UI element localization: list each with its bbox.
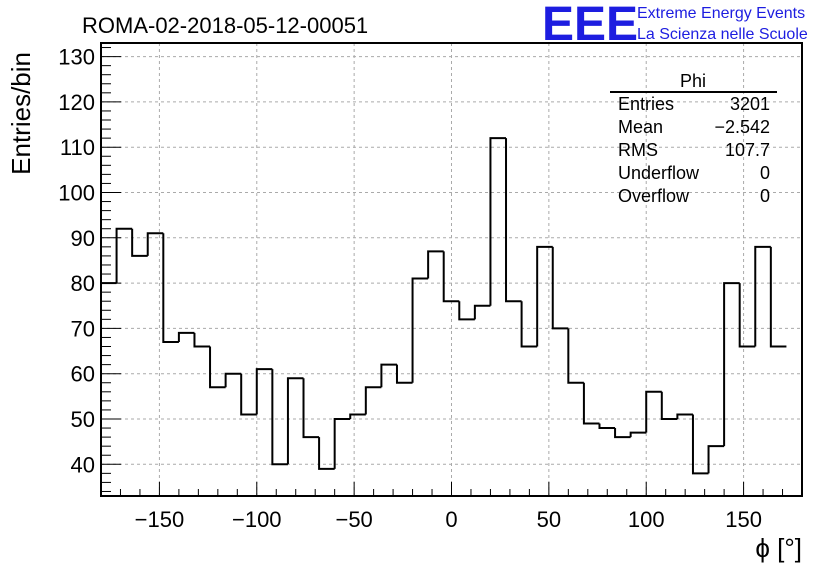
histogram-bin: [723, 282, 740, 447]
histogram-bin: [660, 391, 678, 420]
histogram-bin: [754, 245, 771, 347]
chart-title: ROMA-02-2018-05-12-00051: [82, 13, 368, 38]
histogram-bin: [146, 232, 164, 256]
x-tick-label: −150: [135, 507, 185, 532]
x-tick-label: −50: [335, 507, 372, 532]
histogram-bin: [614, 428, 631, 439]
y-tick-label: 130: [58, 45, 95, 70]
stats-mean-value: −2.542: [714, 117, 770, 137]
histogram-bin: [271, 369, 288, 466]
histogram-bin: [520, 301, 538, 348]
histogram-bin: [551, 246, 569, 330]
histogram-bin: [209, 346, 226, 389]
stats-rms-label: RMS: [618, 140, 658, 160]
y-tick-label: 60: [71, 362, 95, 387]
histogram-bin: [769, 246, 787, 348]
grid-lines: [101, 43, 802, 496]
histogram-bin: [395, 364, 413, 384]
histogram-bin: [302, 378, 320, 439]
histogram-bin: [629, 431, 647, 438]
histogram-bin: [676, 413, 693, 419]
stats-overflow-label: Overflow: [618, 186, 690, 206]
logo-line-1: Extreme Energy Events: [637, 5, 805, 22]
stats-rms-value: 107.7: [725, 140, 770, 160]
histogram-bin: [473, 304, 491, 320]
histogram-bin: [442, 251, 460, 303]
histogram-bin: [536, 245, 553, 347]
y-tick-label: 120: [58, 90, 95, 115]
histogram-bin: [364, 386, 382, 415]
histogram-bin: [318, 437, 335, 470]
stats-entries-value: 3201: [730, 94, 770, 114]
histogram-bin: [645, 390, 662, 433]
histogram-bin: [567, 328, 584, 384]
tick-labels: −150 −100 −50 0 50 100 150 40 50 60 70 80 90 100 110 12…: [58, 45, 762, 532]
histogram-bin: [333, 417, 351, 469]
stats-mean-label: Mean: [618, 117, 663, 137]
histogram-bin: [131, 228, 148, 257]
y-tick-label: 90: [71, 226, 95, 251]
stats-entries-label: Entries: [618, 94, 674, 114]
histogram-bin: [380, 363, 397, 388]
histogram-bin: [489, 137, 507, 306]
y-tick-label: 50: [71, 407, 95, 432]
y-tick-label: 40: [71, 452, 95, 477]
histogram-bin: [349, 413, 366, 419]
histogram-bin: [427, 250, 444, 279]
y-tick-label: 100: [58, 180, 95, 205]
y-axis-title: Entries/bin: [6, 52, 36, 175]
histogram-bin: [224, 372, 242, 388]
histogram-bin: [598, 423, 616, 430]
histogram-bin: [582, 382, 600, 425]
x-tick-label: 150: [725, 507, 762, 532]
histogram-bin: [707, 445, 725, 474]
histogram-bin: [177, 331, 195, 342]
x-tick-label: 100: [628, 507, 665, 532]
statistics-box: Phi Entries 3201 Mean −2.542 RMS 107.7 U…: [610, 71, 777, 206]
logo-line-2: La Scienza nelle Scuole: [637, 26, 808, 43]
histogram-bin: [193, 332, 211, 348]
stats-underflow-value: 0: [760, 163, 770, 183]
histogram-bin: [738, 283, 756, 348]
histogram-bin: [691, 414, 709, 475]
y-tick-label: 110: [60, 135, 95, 160]
x-tick-label: 50: [537, 507, 561, 532]
histogram-bin: [411, 277, 429, 383]
y-tick-label: 70: [71, 316, 95, 341]
eee-logo-mark: EEE: [542, 0, 638, 51]
histogram-bars: [101, 137, 787, 475]
histogram-bin: [286, 377, 304, 465]
stats-overflow-value: 0: [760, 186, 770, 206]
histogram-bin: [115, 227, 133, 284]
axis-ticks: [101, 47, 803, 496]
histogram-bin: [505, 138, 522, 303]
x-axis-title: ϕ [°]: [755, 533, 802, 563]
stats-name: Phi: [680, 71, 706, 91]
x-tick-label: 0: [445, 507, 457, 532]
histogram-bin: [255, 368, 273, 415]
eee-logo: EEE Extreme Energy Events La Scienza nel…: [542, 0, 808, 51]
histogram-bin: [458, 301, 475, 321]
histogram-bin: [162, 233, 179, 343]
stats-underflow-label: Underflow: [618, 163, 700, 183]
x-tick-label: −100: [232, 507, 282, 532]
y-tick-label: 80: [71, 271, 95, 296]
histogram-bin: [240, 373, 257, 416]
